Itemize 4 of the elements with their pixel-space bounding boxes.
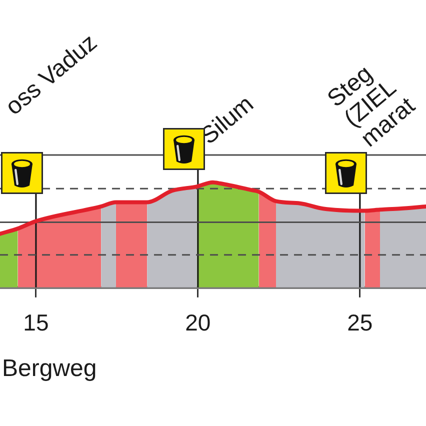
x-tick-label: 15 (23, 310, 49, 336)
x-tick-label: 20 (185, 310, 211, 336)
x-tick-label: 25 (347, 310, 373, 336)
text: Bergweg (2, 355, 97, 382)
